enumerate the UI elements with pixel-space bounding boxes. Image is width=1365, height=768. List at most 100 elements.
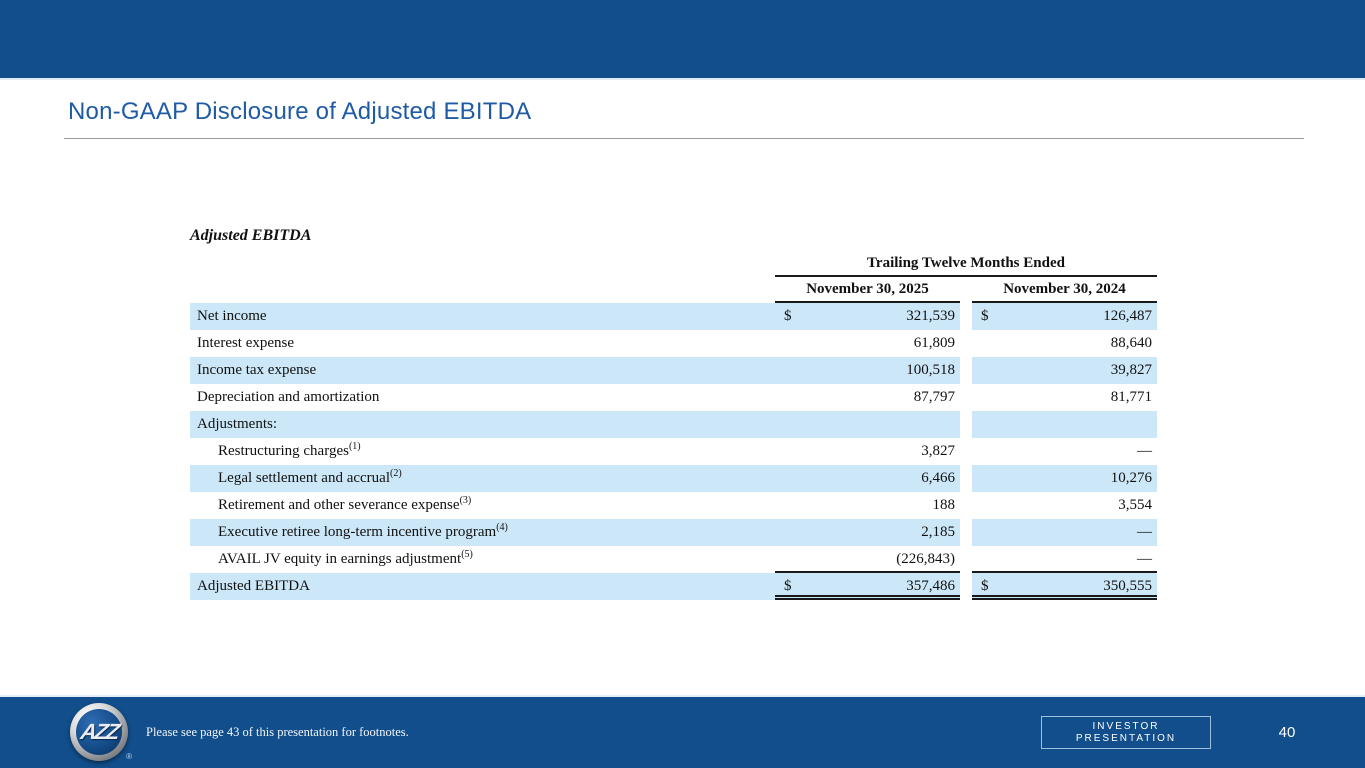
page-number: 40: [1278, 724, 1296, 741]
value-cell-2025: $3,827: [775, 438, 960, 465]
currency-symbol: $: [784, 578, 792, 594]
value-2025: 188: [932, 497, 956, 513]
footnote-superscript: (2): [390, 468, 402, 479]
azz-logo-text: AZZ: [78, 719, 120, 744]
table-row: Restructuring charges(1) $3,827 $—: [190, 438, 1157, 465]
value-cell-2024: $10,276: [972, 465, 1157, 492]
value-2024: 3,554: [1118, 497, 1152, 513]
column-gap: [960, 277, 972, 303]
column-gap: [960, 519, 972, 546]
value-2024: 81,771: [1110, 389, 1152, 405]
row-label: Restructuring charges: [218, 443, 349, 459]
value-cell-2024: $81,771: [972, 384, 1157, 411]
row-label-cell: Depreciation and amortization: [190, 384, 775, 411]
value-2025: 100,518: [906, 362, 955, 378]
value-cell-2025: $2,185: [775, 519, 960, 546]
value-2025: 6,466: [921, 470, 955, 486]
row-label-cell: Adjustments:: [190, 411, 775, 438]
value-2025: 2,185: [921, 524, 955, 540]
row-label-cell: Retirement and other severance expense(3…: [190, 492, 775, 519]
column-headers: November 30, 2025 November 30, 2024: [775, 277, 1157, 303]
value-cell-2025: $188: [775, 492, 960, 519]
row-label: Retirement and other severance expense: [218, 497, 460, 513]
value-cell-2024: $350,555: [972, 573, 1157, 600]
table-row: Income tax expense $100,518 $39,827: [190, 357, 1157, 384]
value-cell-2024: $—: [972, 546, 1157, 573]
header-label-spacer: [190, 255, 775, 303]
column-gap: [960, 357, 972, 384]
value-cell-2024: $88,640: [972, 330, 1157, 357]
value-2024: 88,640: [1110, 335, 1152, 351]
table-row: Depreciation and amortization $87,797 $8…: [190, 384, 1157, 411]
page-title: Non-GAAP Disclosure of Adjusted EBITDA: [68, 98, 532, 125]
value-2024: 10,276: [1110, 470, 1152, 486]
value-2025: 3,827: [921, 443, 955, 459]
column-gap: [960, 465, 972, 492]
column-gap: [960, 384, 972, 411]
row-label-cell: Executive retiree long-term incentive pr…: [190, 519, 775, 546]
footnote-superscript: (4): [496, 522, 508, 533]
currency-symbol: $: [784, 308, 792, 324]
row-label: Net income: [197, 308, 267, 324]
column-gap: [960, 411, 972, 438]
footnote-superscript: (3): [459, 495, 472, 506]
value-2025: 321,539: [906, 308, 955, 324]
currency-symbol: $: [981, 308, 989, 324]
row-label-cell: AVAIL JV equity in earnings adjustment(5…: [190, 546, 775, 573]
value-2024: —: [1137, 443, 1152, 459]
value-2024: 126,487: [1103, 308, 1152, 324]
value-2024: 39,827: [1110, 362, 1152, 378]
bottom-banner: AZZ ® Please see page 43 of this present…: [0, 695, 1365, 768]
table-row: Adjusted EBITDA $357,486 $350,555: [190, 573, 1157, 600]
row-label: Income tax expense: [197, 362, 317, 378]
row-label: Executive retiree long-term incentive pr…: [218, 524, 497, 540]
row-label: Adjustments:: [197, 416, 278, 432]
row-label-cell: Income tax expense: [190, 357, 775, 384]
value-2025: 87,797: [913, 389, 955, 405]
azz-logo-inner: AZZ: [76, 709, 122, 755]
value-2024: 350,555: [1103, 578, 1152, 594]
column-gap: [960, 438, 972, 465]
row-label-cell: Interest expense: [190, 330, 775, 357]
value-cell-2024: $—: [972, 438, 1157, 465]
adjusted-ebitda-table: Adjusted EBITDA Trailing Twelve Months E…: [190, 227, 1157, 600]
value-cell-2024: $3,554: [972, 492, 1157, 519]
table-row: AVAIL JV equity in earnings adjustment(5…: [190, 546, 1157, 573]
column-gap: [960, 573, 972, 600]
header-values: Trailing Twelve Months Ended November 30…: [775, 255, 1157, 303]
value-cell-2025: $(226,843): [775, 546, 960, 573]
value-2024: —: [1137, 551, 1152, 567]
column-gap: [960, 330, 972, 357]
value-cell-2024: $: [972, 411, 1157, 438]
footnote-reference: Please see page 43 of this presentation …: [146, 725, 409, 739]
table-header: Trailing Twelve Months Ended November 30…: [190, 255, 1157, 303]
value-2025: 61,809: [913, 335, 955, 351]
azz-logo: AZZ ®: [70, 703, 132, 761]
value-cell-2025: $100,518: [775, 357, 960, 384]
row-label: Adjusted EBITDA: [197, 578, 310, 594]
badge-line-2: PRESENTATION: [1075, 732, 1177, 744]
value-cell-2024: $39,827: [972, 357, 1157, 384]
column-header-2024: November 30, 2024: [972, 277, 1157, 303]
value-2024: —: [1137, 524, 1152, 540]
registered-trademark-icon: ®: [126, 752, 132, 761]
table-body: Net income $321,539 $126,487 Interest ex…: [190, 303, 1157, 600]
table-row: Net income $321,539 $126,487: [190, 303, 1157, 330]
footnote-superscript: (5): [461, 549, 473, 560]
table-heading: Adjusted EBITDA: [190, 227, 312, 244]
table-row: Executive retiree long-term incentive pr…: [190, 519, 1157, 546]
value-cell-2025: $87,797: [775, 384, 960, 411]
value-2025: (226,843): [896, 551, 955, 567]
row-label: Interest expense: [197, 335, 295, 351]
title-divider: [64, 138, 1304, 139]
value-2025: 357,486: [906, 578, 955, 594]
investor-presentation-badge: INVESTOR PRESENTATION: [1041, 716, 1211, 749]
row-label-cell: Net income: [190, 303, 775, 330]
column-header-2025: November 30, 2025: [775, 277, 960, 303]
value-cell-2025: $357,486: [775, 573, 960, 600]
value-cell-2024: $—: [972, 519, 1157, 546]
table-row: Interest expense $61,809 $88,640: [190, 330, 1157, 357]
column-gap: [960, 492, 972, 519]
currency-symbol: $: [981, 578, 989, 594]
